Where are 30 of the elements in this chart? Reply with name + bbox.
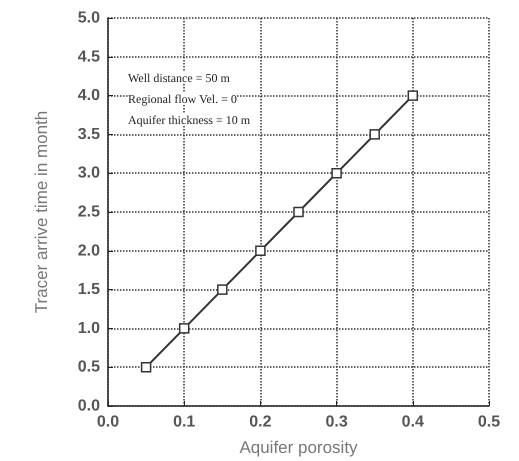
x-tick-label: 0.2: [249, 414, 272, 430]
y-tick-label: 4.5: [78, 48, 100, 66]
y-tick-label: 5.0: [78, 10, 100, 26]
y-axis-title: Tracer arrive time in month: [32, 110, 51, 314]
annotation: Well distance = 50 m: [128, 71, 230, 85]
point: [140, 362, 152, 372]
y-tick-label: 3.5: [78, 126, 100, 143]
x-tick-label: 0.5: [478, 414, 500, 430]
y-tick-label: 4.0: [78, 87, 100, 104]
x-axis-title: Aquifer porosity: [239, 438, 358, 457]
point: [369, 129, 380, 140]
y-tick-label: 1.0: [78, 320, 100, 337]
y-tick-label: 2.5: [78, 204, 100, 220]
annotation: Aquifer thickness = 10 m: [128, 113, 251, 127]
point: [217, 284, 228, 295]
x-tick-label: 0.0: [96, 414, 120, 430]
point: [408, 90, 418, 101]
x-tick-label: 0.3: [325, 414, 348, 430]
y-tick-label: 0.0: [78, 398, 100, 414]
x-tick-label: 0.4: [402, 414, 424, 430]
annotation: Regional flow Vel. = 0: [128, 92, 237, 106]
y-tick-label: 3.0: [78, 164, 100, 182]
point: [331, 168, 342, 178]
point: [255, 246, 266, 256]
point: [293, 206, 304, 218]
y-tick-label: 0.5: [78, 358, 100, 376]
y-tick-label: 1.5: [78, 281, 100, 298]
y-tick-label: 2.0: [78, 242, 100, 260]
x-tick-label: 0.1: [173, 414, 196, 430]
point: [178, 323, 190, 334]
